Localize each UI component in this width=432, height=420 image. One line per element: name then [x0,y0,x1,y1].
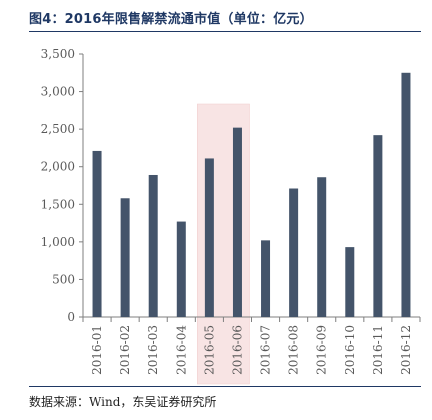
bar [373,135,383,317]
bar-chart: 0 500 1,000 1,500 2,000 2,500 3,000 3,500 2016-0… [41,47,421,385]
bar [204,158,214,317]
source-note: 数据来源：Wind，东吴证券研究所 [29,395,217,409]
x-tick-label: 2016-02 [118,325,132,375]
bar [148,174,158,317]
bar [176,221,186,317]
y-tick-label: 1,000 [41,235,75,249]
bar [317,177,327,317]
x-tick-label: 2016-06 [230,325,244,375]
bar [120,198,130,317]
source-rule [29,386,421,387]
y-tick-label: 3,000 [41,85,75,99]
bar [261,240,271,317]
figure-title: 图4：2016年限售解禁流通市值（单位：亿元） [29,12,313,27]
y-tick-label: 2,000 [41,160,75,174]
bar [345,247,355,317]
x-tick-label: 2016-12 [399,325,413,375]
y-tick-label: 1,500 [41,197,75,211]
y-tick-label: 3,500 [41,47,75,61]
x-tick-label: 2016-04 [174,325,188,375]
x-tick-label: 2016-08 [287,325,301,375]
y-tick-label: 500 [52,272,75,286]
bar [92,150,102,317]
y-tick-label: 2,500 [41,122,75,136]
bar [232,127,242,317]
x-tick-label: 2016-11 [371,325,385,375]
x-tick-label: 2016-05 [202,325,216,375]
bar [289,188,299,317]
y-tick-label: 0 [67,310,75,324]
x-tick-label: 2016-01 [90,325,104,375]
bar [401,72,411,318]
x-tick-label: 2016-10 [343,325,357,375]
x-tick-label: 2016-09 [315,325,329,375]
title-rule [29,31,421,32]
x-tick-label: 2016-07 [259,325,273,375]
x-tick-label: 2016-03 [146,325,160,375]
